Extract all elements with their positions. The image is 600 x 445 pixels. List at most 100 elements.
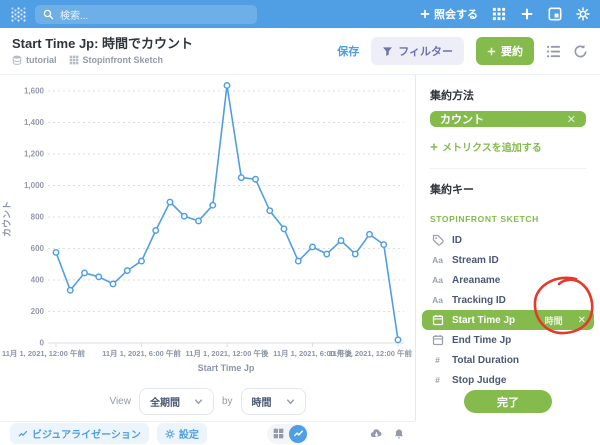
tag-icon <box>430 234 445 246</box>
field-label: Areaname <box>452 274 501 286</box>
visualization-button[interactable]: ビジュアライゼーション <box>10 423 149 444</box>
field-row-total-duration[interactable]: # Total Duration <box>422 350 594 370</box>
data-point[interactable] <box>180 212 188 220</box>
download-cloud-icon[interactable] <box>370 427 383 440</box>
data-point[interactable] <box>66 286 74 294</box>
granularity-chip[interactable]: 時間 <box>544 315 563 326</box>
table-view-icon[interactable] <box>269 425 287 443</box>
data-point[interactable] <box>123 267 131 275</box>
data-point[interactable] <box>223 82 231 89</box>
new-question-button[interactable]: 照会する <box>420 6 478 22</box>
reference-window-icon[interactable] <box>548 7 562 21</box>
granularity-dropdown[interactable]: 時間 <box>240 388 306 415</box>
line-chart[interactable]: 0 200 400 600 800 1,000 1,200 1,400 1,600 11月 1, … <box>0 75 415 375</box>
field-label: Stream ID <box>452 254 499 266</box>
save-button[interactable]: 保存 <box>337 46 360 58</box>
add-metric-button[interactable]: メトリクスを追加する <box>430 139 586 154</box>
date-range-dropdown[interactable]: 全期間 <box>138 388 214 415</box>
field-row-id[interactable]: ID <box>422 230 594 250</box>
browse-data-icon[interactable] <box>492 7 506 21</box>
title-block: Start Time Jp: 時間でカウント tutorial <box>12 37 193 65</box>
refresh-icon[interactable] <box>573 44 588 59</box>
data-point[interactable] <box>337 237 345 245</box>
groupby-heading: 集約キー <box>430 184 474 196</box>
question-title-bar: Start Time Jp: 時間でカウント tutorial <box>0 28 600 75</box>
date-range-value: 全期間 <box>149 398 180 409</box>
field-row-start-time-jp[interactable]: Start Time Jp 時間 ✕ <box>422 310 594 330</box>
data-point[interactable] <box>195 217 202 225</box>
table-icon <box>69 55 78 65</box>
field-row-stream-id[interactable]: Aa Stream ID <box>422 250 594 270</box>
chart-zigzag-icon <box>18 430 28 437</box>
done-button[interactable]: 完了 <box>464 390 552 413</box>
chart-settings-button[interactable]: 設定 <box>156 423 207 444</box>
data-point[interactable] <box>294 257 302 265</box>
header-actions: 照会する <box>420 6 590 22</box>
y-tick-label: 1,600 <box>24 87 45 96</box>
main-area: 0 200 400 600 800 1,000 1,200 1,400 1,600 11月 1, … <box>0 75 600 421</box>
data-point[interactable] <box>351 250 359 258</box>
field-label: ID <box>452 234 462 246</box>
notebook-editor-icon[interactable] <box>546 44 561 59</box>
field-row-end-time-jp[interactable]: End Time Jp <box>422 330 594 350</box>
database-name: tutorial <box>26 55 57 65</box>
summarize-label: 要約 <box>501 46 523 58</box>
field-label: Tracking ID <box>452 294 506 306</box>
data-point[interactable] <box>266 207 274 215</box>
data-point[interactable] <box>152 226 160 234</box>
chevron-down-icon <box>286 399 294 405</box>
field-label: End Time Jp <box>452 334 512 346</box>
bottom-bar: ビジュアライゼーション 設定 <box>0 421 415 445</box>
data-point[interactable] <box>95 273 103 281</box>
field-row-areaname[interactable]: Aa Areaname <box>422 270 594 290</box>
aggregation-value: カウント <box>440 114 484 126</box>
data-point[interactable] <box>166 198 174 206</box>
chevron-down-icon <box>194 399 203 405</box>
y-tick-label: 1,400 <box>24 118 45 127</box>
field-row-tracking-id[interactable]: Aa Tracking ID <box>422 290 594 310</box>
field-row-stop-judge[interactable]: # Stop Judge <box>422 370 594 390</box>
calendar-icon <box>430 314 445 326</box>
by-label: by <box>221 396 233 407</box>
y-tick-label: 1,000 <box>24 181 45 190</box>
remove-aggregation-icon[interactable]: ✕ <box>566 113 576 126</box>
data-point[interactable] <box>366 230 373 238</box>
data-point[interactable] <box>138 257 145 265</box>
summarize-button[interactable]: 要約 <box>476 37 534 65</box>
metabase-logo-icon[interactable] <box>10 6 27 23</box>
data-point[interactable] <box>309 243 316 251</box>
gear-icon <box>165 428 175 439</box>
data-point[interactable] <box>252 175 259 183</box>
x-tick-label: 11月 1, 2021, 12:00 午後 <box>186 348 269 358</box>
granularity-value: 時間 <box>251 398 272 409</box>
data-point[interactable] <box>209 201 217 209</box>
bell-icon[interactable] <box>393 428 405 440</box>
create-new-icon[interactable] <box>520 7 534 21</box>
search-input[interactable]: 検索... <box>35 4 257 24</box>
data-point[interactable] <box>323 250 331 258</box>
data-point[interactable] <box>380 241 388 249</box>
plus-icon <box>487 47 496 55</box>
settings-gear-icon[interactable] <box>576 7 590 21</box>
data-point[interactable] <box>237 174 245 182</box>
table-heading: STOPINFRONT SKETCH <box>430 214 539 224</box>
data-point[interactable] <box>109 280 117 288</box>
chart-panel: 0 200 400 600 800 1,000 1,200 1,400 1,600 11月 1, … <box>0 75 415 421</box>
data-point[interactable] <box>280 225 288 233</box>
table-name: Stopinfront Sketch <box>82 55 164 65</box>
data-point[interactable] <box>394 336 402 344</box>
page-title: Start Time Jp: 時間でカウント <box>12 36 194 51</box>
plus-icon <box>430 143 438 150</box>
data-point[interactable] <box>81 269 88 277</box>
aggregation-heading: 集約方法 <box>430 90 474 102</box>
table-link[interactable]: Stopinfront Sketch <box>69 55 164 65</box>
database-link[interactable]: tutorial <box>12 55 57 65</box>
y-tick-label: 600 <box>31 244 45 253</box>
settings-label: 設定 <box>178 430 199 441</box>
title-bar-actions: 保存 フィルター 要約 <box>337 37 588 65</box>
data-point[interactable] <box>52 248 60 256</box>
chart-view-icon[interactable] <box>289 424 308 443</box>
remove-groupby-icon[interactable]: ✕ <box>577 314 586 326</box>
aggregation-pill[interactable]: カウント ✕ <box>430 111 586 127</box>
filter-button[interactable]: フィルター <box>371 37 464 65</box>
